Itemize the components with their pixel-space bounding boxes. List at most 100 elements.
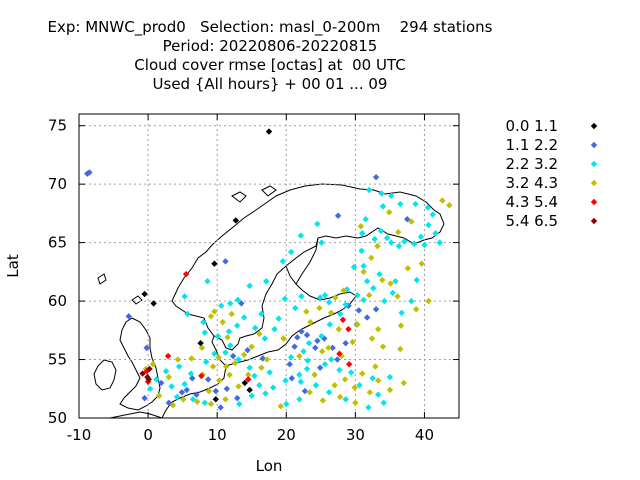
legend-label-4: 3.2 4.3 <box>506 174 558 192</box>
x-tick-label: 40 <box>415 426 434 444</box>
data-point-3 <box>227 300 234 307</box>
data-point-4 <box>207 400 215 408</box>
data-point-3 <box>181 380 188 388</box>
y-tick-label: 50 <box>48 409 67 427</box>
data-point-4 <box>240 351 248 359</box>
data-point-4 <box>219 318 226 326</box>
data-point-2 <box>372 306 380 313</box>
data-point-2 <box>205 376 212 383</box>
data-point-2 <box>229 352 237 360</box>
data-point-4 <box>374 377 382 384</box>
data-point-1 <box>197 339 204 347</box>
data-point-2 <box>288 375 295 382</box>
data-point-3 <box>305 339 313 347</box>
data-point-3 <box>201 329 208 336</box>
data-point-4 <box>207 313 215 320</box>
data-point-5 <box>182 270 190 278</box>
data-point-3 <box>312 382 320 389</box>
data-point-4 <box>222 363 230 370</box>
legend-label-5: 4.3 5.4 <box>506 193 558 211</box>
data-point-3 <box>370 285 377 292</box>
data-point-2 <box>143 344 150 352</box>
data-point-3 <box>234 296 242 304</box>
data-point-3 <box>297 378 304 385</box>
data-point-2 <box>314 337 321 345</box>
data-point-3 <box>356 382 363 389</box>
y-axis-label: Lat <box>4 254 22 278</box>
data-point-3 <box>287 248 295 256</box>
data-point-4 <box>352 399 359 406</box>
data-point-3 <box>342 301 349 308</box>
data-point-4 <box>263 356 271 363</box>
data-point-3 <box>378 190 385 197</box>
data-point-3 <box>266 369 273 376</box>
data-point-3 <box>395 242 403 250</box>
x-axis-label: Lon <box>256 457 283 475</box>
data-point-3 <box>246 282 253 290</box>
data-point-4 <box>245 371 252 378</box>
data-point-2 <box>294 334 301 341</box>
data-point-3 <box>417 233 425 240</box>
data-point-4 <box>341 376 349 383</box>
data-point-3 <box>162 368 170 375</box>
legend-label-6: 5.4 6.5 <box>506 212 558 230</box>
data-point-4 <box>180 396 187 403</box>
x-tick-label: 0 <box>143 426 153 444</box>
data-point-4 <box>193 398 201 405</box>
data-point-1 <box>265 128 273 135</box>
data-point-3 <box>371 235 378 243</box>
data-point-3 <box>336 366 343 374</box>
data-point-4 <box>307 318 314 326</box>
data-point-4 <box>397 322 405 329</box>
data-point-6 <box>139 370 146 377</box>
legend-marker-4 <box>590 179 598 187</box>
data-point-4 <box>395 228 402 236</box>
x-tick-label: 20 <box>277 426 296 444</box>
data-point-4 <box>412 306 420 313</box>
data-point-2 <box>158 379 165 387</box>
data-point-4 <box>379 343 387 350</box>
data-point-4 <box>387 280 394 287</box>
data-point-3 <box>269 384 277 391</box>
data-point-2 <box>125 313 132 320</box>
data-point-2 <box>189 375 196 382</box>
y-tick-label: 65 <box>48 234 67 252</box>
data-point-3 <box>204 278 211 285</box>
data-point-2 <box>342 339 349 347</box>
data-point-1 <box>141 290 148 298</box>
data-point-3 <box>303 365 311 373</box>
data-point-4 <box>231 359 239 367</box>
data-point-3 <box>189 396 197 403</box>
data-point-2 <box>334 212 342 219</box>
data-point-4 <box>439 197 446 204</box>
data-point-3 <box>214 332 222 340</box>
data-point-4 <box>386 209 393 216</box>
data-point-2 <box>303 331 311 339</box>
data-point-4 <box>215 354 222 361</box>
data-point-3 <box>325 299 333 306</box>
data-point-3 <box>175 363 183 370</box>
data-point-4 <box>316 304 323 312</box>
data-point-4 <box>228 310 235 318</box>
data-point-6 <box>145 376 152 383</box>
data-point-3 <box>436 239 443 246</box>
data-point-3 <box>383 234 391 242</box>
data-point-4 <box>209 363 217 370</box>
data-point-4 <box>319 348 326 355</box>
x-tick-label: -10 <box>67 426 92 444</box>
data-point-3 <box>425 221 432 229</box>
data-point-4 <box>331 382 338 389</box>
data-point-3 <box>235 356 242 363</box>
y-tick-label: 70 <box>48 175 67 193</box>
chart-title-line-3: Cloud cover rmse [octas] at 00 UTC <box>134 56 406 74</box>
data-point-4 <box>198 344 206 352</box>
data-point-3 <box>263 278 270 285</box>
data-point-4 <box>256 330 263 338</box>
data-point-4 <box>394 293 401 300</box>
data-point-3 <box>256 382 263 389</box>
data-point-3 <box>318 239 325 246</box>
data-point-3 <box>262 390 269 397</box>
data-point-4 <box>425 297 432 305</box>
data-point-2 <box>291 343 298 350</box>
data-point-4 <box>332 294 339 301</box>
